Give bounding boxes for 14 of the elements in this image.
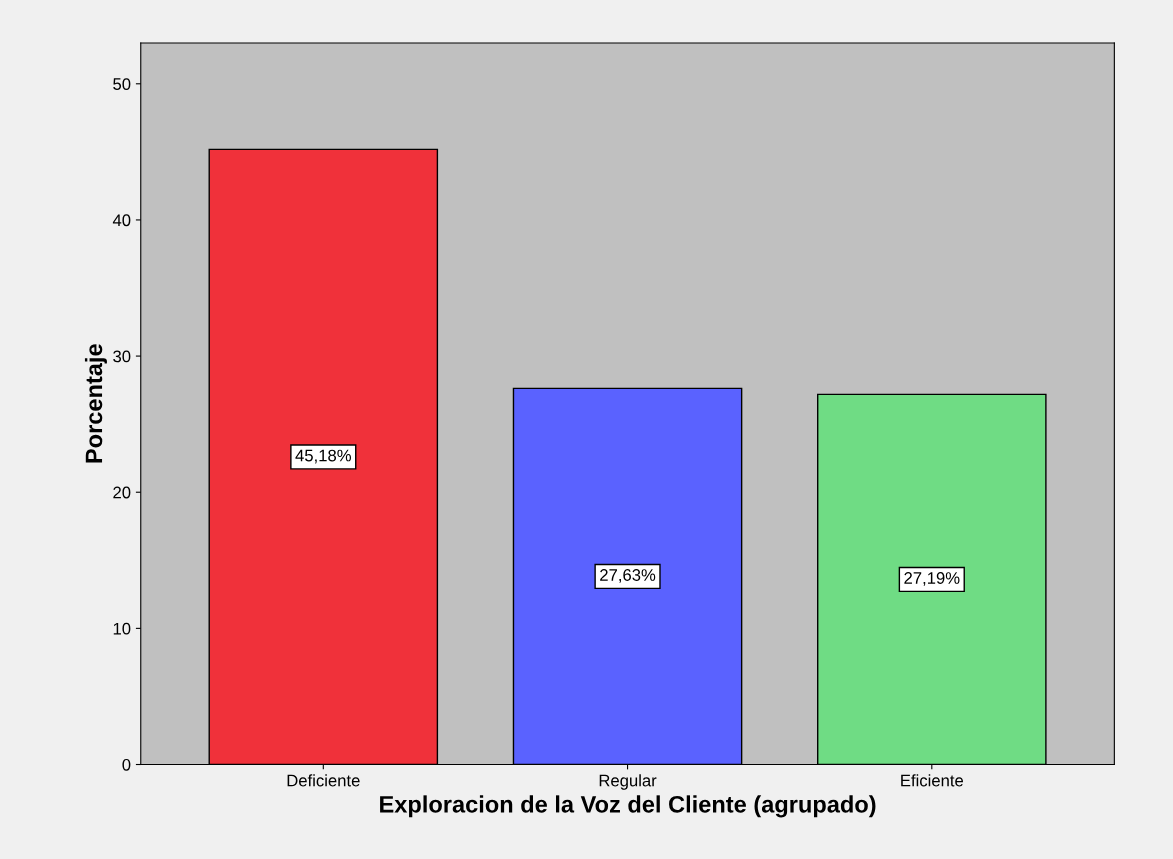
data-label: 27,63% — [600, 569, 656, 583]
y-axis-title: Porcentaje — [84, 344, 107, 463]
y-tick-label: 10 — [113, 622, 131, 635]
y-tick-label: 20 — [113, 486, 131, 499]
y-tick-label: 40 — [112, 214, 131, 227]
x-tick-label: Regular — [599, 774, 657, 790]
x-tick-label: Eficiente — [901, 774, 964, 787]
x-axis-title: Exploracion de la Voz del Cliente (agrupado) — [380, 795, 876, 818]
y-tick-label: 30 — [113, 350, 131, 363]
y-tick-label: 50 — [113, 78, 131, 90]
y-tick-label: 0 — [122, 758, 131, 771]
x-tick-label: Deficiente — [287, 774, 360, 787]
data-label: 27,19% — [904, 572, 960, 586]
data-label: 45,18% — [295, 449, 351, 464]
